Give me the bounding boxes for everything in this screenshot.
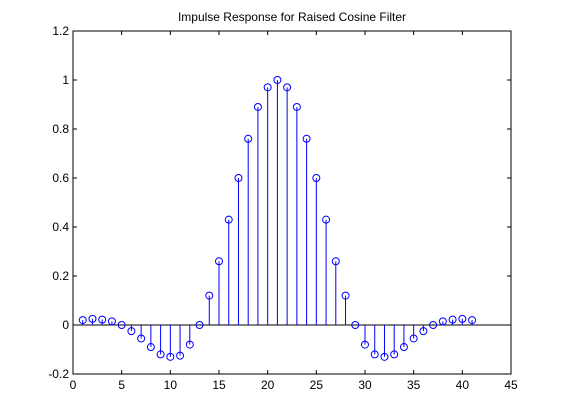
stem-marker — [438, 317, 447, 326]
x-tick-label: 20 — [261, 378, 275, 392]
stem-marker — [185, 340, 194, 349]
stem-marker — [390, 350, 399, 359]
stem-marker — [312, 174, 321, 182]
stem-marker — [215, 257, 223, 266]
stem-marker — [273, 76, 282, 84]
stem-marker — [419, 327, 428, 336]
stem-marker — [88, 314, 97, 323]
y-tick-label: 1.2 — [52, 24, 69, 38]
stem-marker — [224, 215, 233, 224]
stem-marker — [399, 343, 408, 352]
stem-marker — [98, 315, 107, 324]
stem-marker — [117, 321, 126, 329]
x-tick-label: 15 — [212, 378, 226, 392]
stem-marker — [137, 334, 146, 343]
stem-marker — [253, 102, 262, 111]
x-tick-label: 35 — [407, 378, 421, 392]
stem-marker — [195, 321, 204, 329]
stem-marker — [370, 350, 379, 359]
stem-marker — [156, 350, 165, 359]
y-tick-label: 0.2 — [52, 269, 69, 283]
x-tick-label: 25 — [310, 378, 324, 392]
stem-marker — [468, 316, 477, 325]
stem-marker — [234, 174, 243, 182]
stem-marker — [127, 327, 136, 336]
stem-marker — [331, 257, 340, 266]
stem-marker — [380, 352, 389, 361]
stem-marker — [244, 134, 253, 143]
stem-marker — [448, 315, 457, 324]
x-tick-label: 10 — [164, 378, 178, 392]
y-tick-label: 0 — [62, 318, 69, 332]
stem-marker — [458, 314, 467, 323]
x-tick-label: 40 — [456, 378, 470, 392]
y-tick-label: 0.6 — [52, 171, 69, 185]
stem-marker — [302, 134, 311, 143]
x-tick-label: 30 — [358, 378, 372, 392]
y-tick-label: 0.4 — [52, 220, 69, 234]
stem-marker — [292, 102, 301, 111]
stem-marker — [409, 334, 418, 343]
y-tick-label: 1 — [62, 73, 69, 87]
y-tick-label: 0.8 — [52, 122, 69, 136]
stem-marker — [166, 352, 175, 361]
stem-marker — [146, 343, 155, 352]
x-tick-label: 0 — [70, 378, 77, 392]
chart-title: Impulse Response for Raised Cosine Filte… — [177, 10, 407, 24]
stem-marker — [107, 317, 116, 326]
stem-marker — [205, 291, 214, 300]
stem-marker — [429, 321, 438, 329]
stem-marker — [361, 340, 369, 349]
x-tick-label: 5 — [118, 378, 125, 392]
data-marks — [73, 76, 511, 361]
stem-marker — [283, 83, 292, 92]
ticks: 0 5 10 15 20 25 30 35 40 45-0.200.20.40.60.811.2 — [48, 24, 518, 392]
stem-marker — [322, 215, 331, 224]
x-tick-label: 45 — [504, 378, 518, 392]
axes-box — [72, 30, 512, 375]
y-tick-label: -0.2 — [48, 367, 69, 381]
stem-marker — [78, 316, 87, 325]
stem-marker — [351, 321, 360, 329]
stem-marker — [176, 351, 185, 360]
stem-marker — [341, 291, 350, 300]
stem-marker — [263, 83, 272, 92]
